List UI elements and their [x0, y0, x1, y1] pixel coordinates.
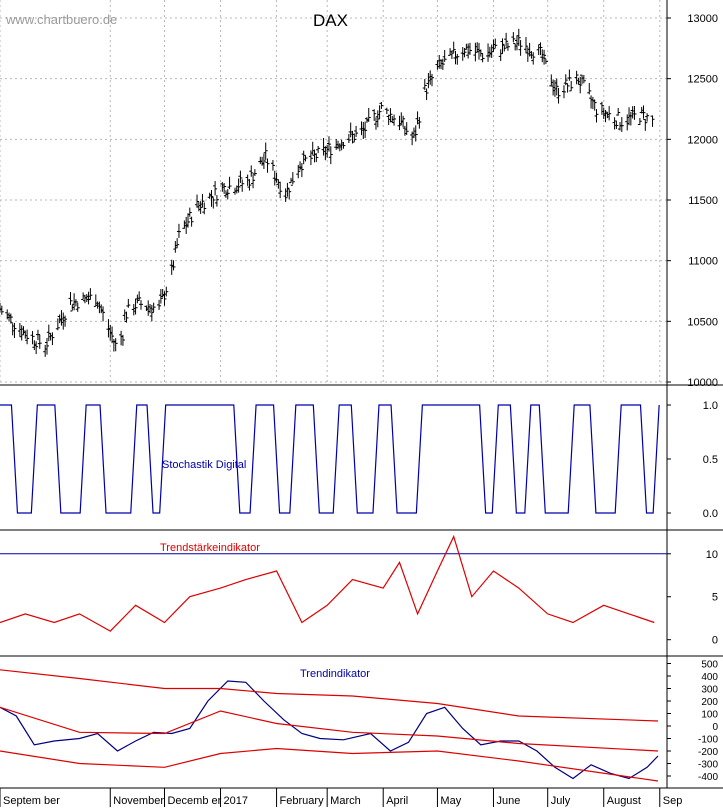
series-layer: [0, 28, 667, 782]
x-tick-label: August: [607, 795, 641, 807]
y-tick-label: 13000: [687, 13, 718, 25]
x-tick-label: April: [386, 795, 408, 807]
price-chart-title: DAX: [313, 11, 348, 30]
watermark: www.chartbuero.de: [5, 12, 117, 27]
y-tick-label: -100: [698, 735, 718, 746]
y-tick-label: 12500: [687, 74, 718, 86]
trend-line-3: [0, 747, 659, 782]
trend-strength-title: Trendstärkeindikator: [160, 542, 260, 554]
y-tick-label: 10000: [687, 377, 718, 389]
stochastic-line: [0, 404, 660, 514]
x-tick-label: July: [551, 795, 571, 807]
x-tick-label: Sep: [663, 795, 683, 807]
y-tick-label: -400: [698, 772, 718, 783]
y-tick-label: 0.5: [703, 454, 718, 466]
y-tick-label: 300: [701, 685, 718, 696]
y-tick-label: 0: [712, 722, 718, 733]
y-tick-label: 5: [712, 592, 718, 604]
tick-labels: 100001050011000115001200012500130000.00.…: [667, 13, 718, 783]
x-tick-label: November: [113, 795, 164, 807]
y-tick-label: 1.0: [703, 400, 718, 412]
y-tick-label: 12000: [687, 134, 718, 146]
y-tick-label: 0: [712, 635, 718, 647]
x-tick-label: Decemb er: [167, 795, 221, 807]
x-tick-label: Septem ber: [3, 795, 60, 807]
trend-line-0: [0, 680, 659, 780]
y-tick-label: -200: [698, 747, 718, 758]
trend-line-2: [0, 706, 659, 752]
x-axis: Septem ber November Decemb er 2017 February M…: [0, 788, 682, 807]
trend-indicator-title: Trendindikator: [300, 668, 370, 680]
y-tick-label: 0.0: [703, 508, 718, 520]
y-tick-label: 10: [706, 549, 718, 561]
trend-line-1: [0, 669, 659, 722]
y-tick-label: 200: [701, 697, 718, 708]
x-tick-label: March: [330, 795, 361, 807]
trend-strength-line-0: [0, 534, 655, 632]
y-tick-label: -300: [698, 760, 718, 771]
x-tick-label: 2017: [224, 795, 248, 807]
stochastic-title: Stochastik Digital: [162, 459, 246, 471]
y-tick-label: 10500: [687, 316, 718, 328]
x-tick-label: June: [496, 795, 520, 807]
y-tick-label: 100: [701, 710, 718, 721]
y-tick-label: 500: [701, 660, 718, 671]
y-tick-label: 400: [701, 672, 718, 683]
panel-frames: [0, 0, 723, 789]
x-tick-label: February: [280, 795, 325, 807]
x-tick-label: May: [440, 795, 461, 807]
y-tick-label: 11000: [688, 256, 718, 268]
y-tick-label: 11500: [688, 195, 718, 207]
grid-layer: [0, 0, 667, 385]
